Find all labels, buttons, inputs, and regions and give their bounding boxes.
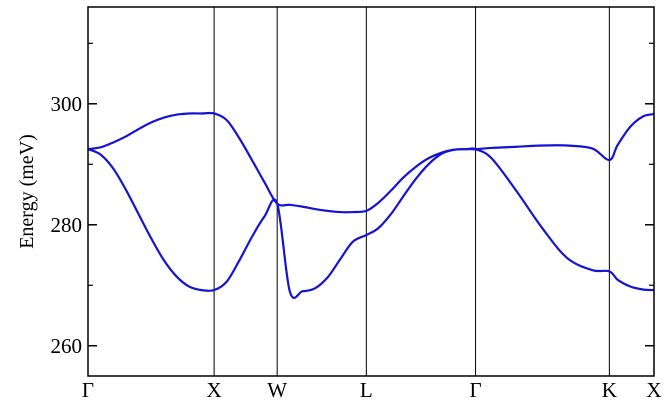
x-tick-label-2: W — [267, 378, 287, 402]
x-tick-label-0: Γ — [82, 378, 94, 402]
x-tick-label-3: L — [360, 378, 373, 402]
y-tick-label-0: 260 — [51, 334, 83, 358]
y-tick-label-2: 300 — [51, 92, 83, 116]
dispersion-branch-1 — [87, 147, 655, 299]
y-tick-label-1: 280 — [51, 213, 83, 237]
plot-frame — [87, 6, 655, 377]
x-tick-label-4: Γ — [469, 378, 481, 402]
y-tick-labels: 260 280 300 — [51, 92, 83, 358]
high-symmetry-lines — [213, 7, 610, 376]
x-tick-label-6: X — [646, 378, 661, 402]
y-major-ticks — [88, 103, 654, 347]
x-tick-label-1: X — [207, 378, 222, 402]
dispersion-curves — [87, 111, 655, 299]
y-minor-ticks — [88, 42, 654, 286]
y-axis-label: Energy (meV) — [16, 134, 38, 249]
dispersion-branch-0 — [87, 111, 655, 214]
x-tick-label-5: K — [602, 378, 617, 402]
